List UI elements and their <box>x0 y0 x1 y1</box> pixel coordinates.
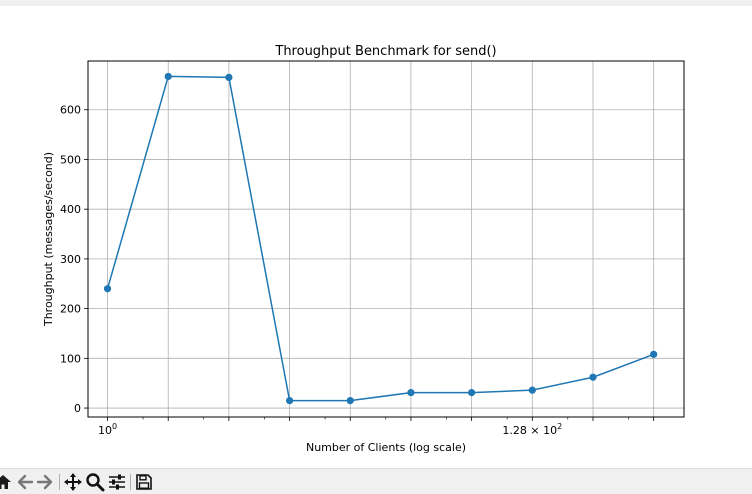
x-tick-label: 1.28 × 102 <box>502 422 562 437</box>
pan-icon <box>64 473 82 491</box>
ticks: 0 100 200 300 400 500 600 100 1.28 × 102 <box>60 104 655 437</box>
data-point <box>164 72 172 81</box>
forward-icon <box>36 474 53 490</box>
toolbar-separator <box>59 474 60 490</box>
y-tick-label: 200 <box>60 303 81 316</box>
save-icon <box>136 474 152 490</box>
data-point <box>103 285 112 293</box>
data-point <box>285 396 294 405</box>
figure-canvas: 0 100 200 300 400 500 600 100 1.28 × 102 Through… <box>0 6 752 465</box>
y-tick-label: 300 <box>60 253 81 266</box>
pan-button[interactable] <box>63 472 83 492</box>
x-axis-label: Number of Clients (log scale) <box>306 441 466 454</box>
throughput-chart: 0 100 200 300 400 500 600 100 1.28 × 102 Through… <box>0 6 752 465</box>
configure-subplots-icon <box>109 474 125 490</box>
home-icon <box>0 475 11 489</box>
y-axis-label: Throughput (messages/second) <box>42 152 55 327</box>
window-top-strip <box>0 0 752 6</box>
back-button[interactable] <box>15 472 35 492</box>
home-button[interactable] <box>0 472 12 492</box>
data-point <box>468 389 476 397</box>
data-point <box>346 396 354 405</box>
navigation-toolbar <box>0 468 752 494</box>
x-tick-label: 100 <box>98 422 117 437</box>
data-point <box>407 389 415 397</box>
back-icon <box>17 474 34 490</box>
save-button[interactable] <box>134 472 154 492</box>
zoom-button[interactable] <box>85 472 105 492</box>
y-tick-label: 100 <box>60 352 81 365</box>
toolbar-separator <box>130 474 131 490</box>
zoom-icon <box>86 473 105 492</box>
y-tick-label: 0 <box>74 402 81 415</box>
series-throughput <box>103 72 658 405</box>
data-point <box>650 350 658 358</box>
y-tick-label: 600 <box>60 104 81 117</box>
series-line <box>106 75 654 402</box>
chart-title: Throughput Benchmark for send() <box>274 44 496 59</box>
y-tick-label: 400 <box>60 203 81 216</box>
forward-button[interactable] <box>35 472 55 492</box>
data-point <box>528 386 536 394</box>
y-tick-label: 500 <box>60 153 81 166</box>
configure-subplots-button[interactable] <box>107 472 127 492</box>
data-point <box>589 373 597 381</box>
data-point <box>225 73 233 82</box>
